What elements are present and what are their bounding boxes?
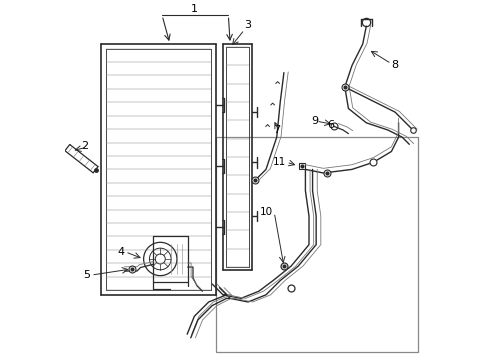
Text: 4: 4	[117, 247, 124, 257]
Text: 6: 6	[326, 120, 333, 130]
Text: 9: 9	[310, 116, 317, 126]
Text: 11: 11	[272, 157, 285, 167]
Text: 1: 1	[190, 4, 198, 14]
Text: 10: 10	[260, 207, 273, 217]
Text: 7: 7	[273, 125, 280, 135]
Bar	[215, 137, 417, 352]
Text: 3: 3	[244, 20, 251, 30]
Text: 8: 8	[390, 60, 398, 71]
Text: 2: 2	[81, 141, 88, 151]
Text: 5: 5	[83, 270, 90, 280]
